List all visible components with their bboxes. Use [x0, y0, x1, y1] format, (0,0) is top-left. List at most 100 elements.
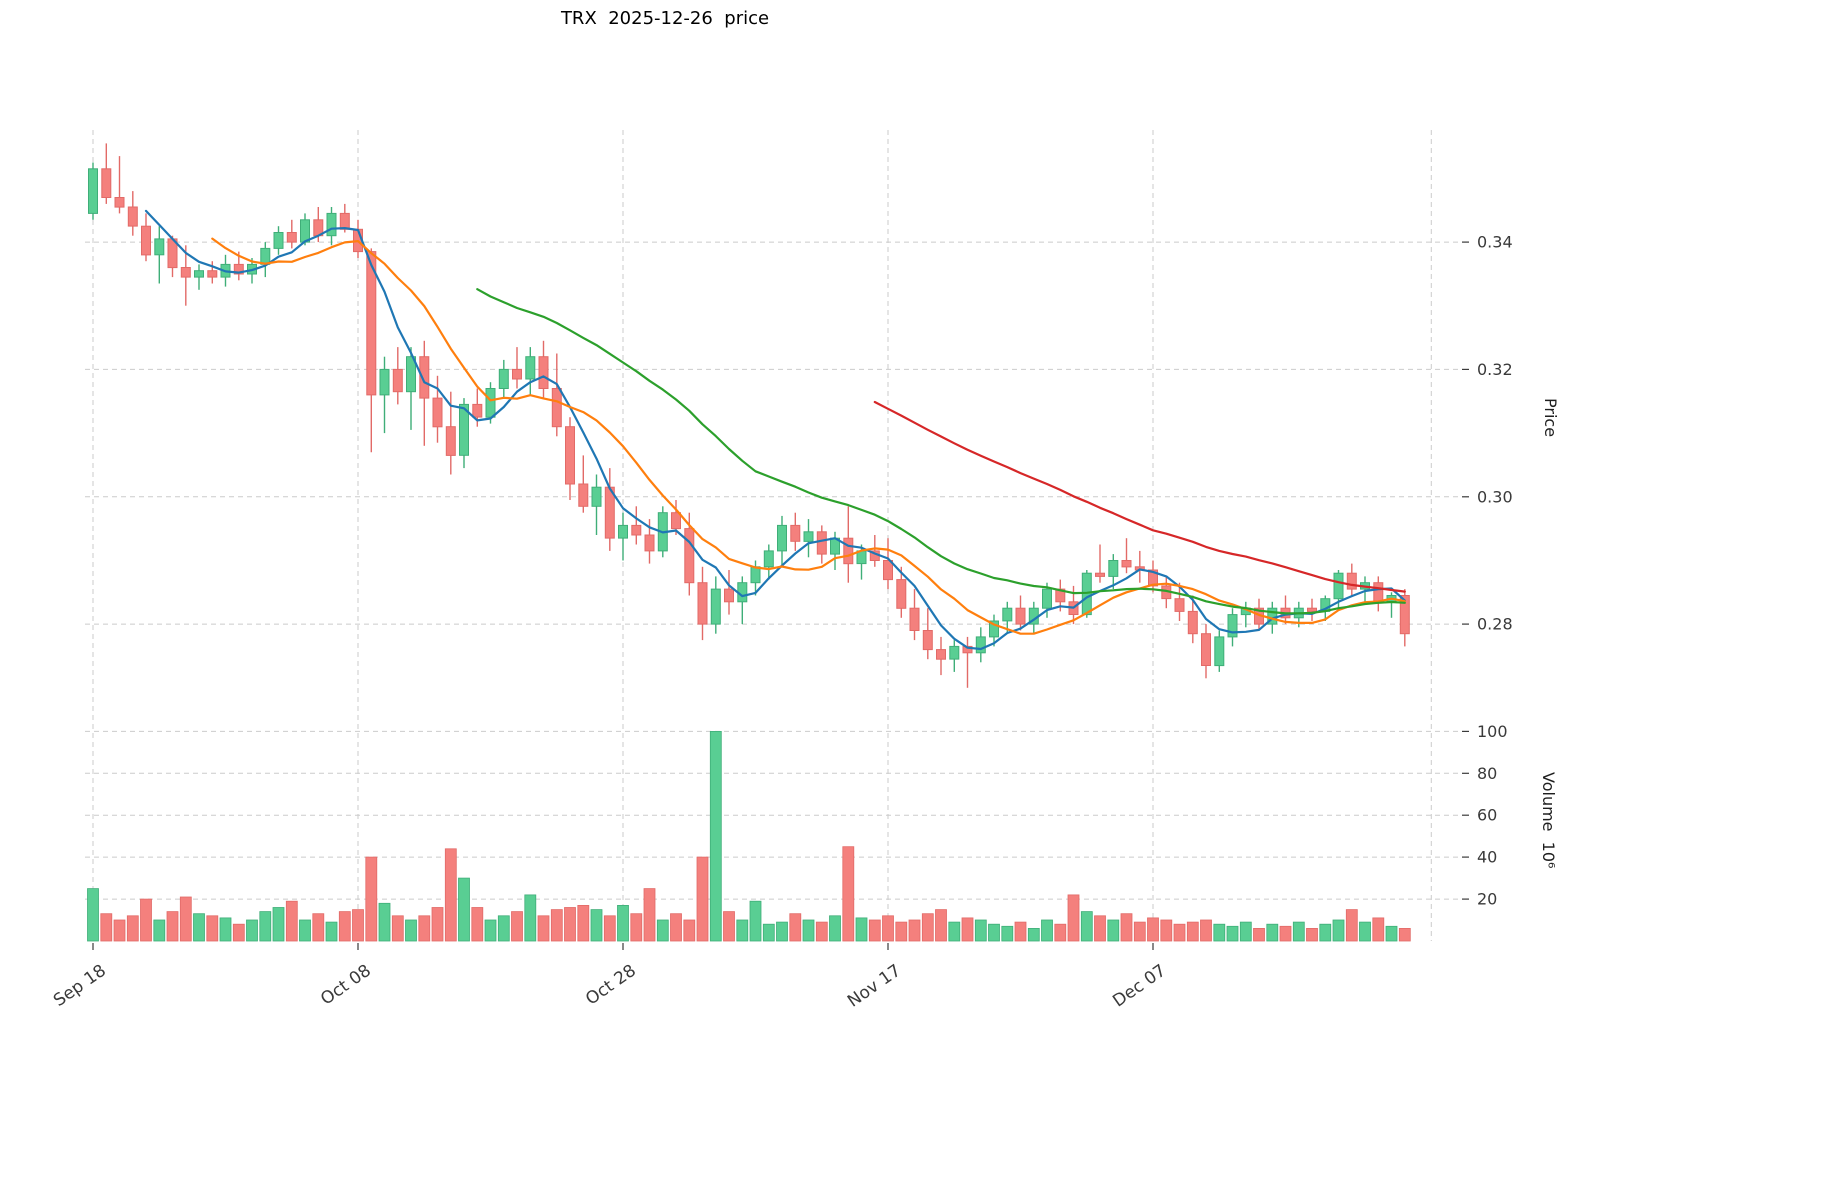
candle-body	[936, 649, 946, 660]
candle-bodies-layer	[88, 168, 1410, 667]
candle-body	[419, 356, 430, 399]
candle-body	[1174, 598, 1185, 612]
price-tick-label: 0.30	[1477, 487, 1513, 506]
volume-bar	[246, 919, 258, 942]
volume-bar	[259, 911, 272, 942]
volume-bar	[802, 919, 815, 942]
volume-bar	[1292, 921, 1305, 942]
volume-bar	[1372, 917, 1385, 942]
candle-body	[154, 238, 165, 256]
volume-bar	[736, 919, 749, 942]
candle-body	[326, 212, 337, 237]
candle-body	[459, 403, 469, 456]
x-tick-label: Sep 18	[50, 961, 110, 1011]
ma-60-line	[873, 400, 1406, 593]
volume-bar	[272, 907, 285, 942]
candle-body	[88, 168, 98, 214]
candle-body	[777, 524, 787, 552]
volume-bar	[1398, 928, 1411, 942]
volume-tick-label: 20	[1477, 890, 1497, 909]
volume-bar	[1001, 925, 1014, 942]
volume-bar	[232, 923, 245, 942]
volume-bar	[961, 917, 974, 942]
candle-body	[803, 531, 814, 542]
volume-bar	[1385, 925, 1398, 942]
candle-body	[684, 528, 695, 584]
candle-body	[392, 368, 403, 393]
volume-bar	[670, 913, 682, 942]
candle-body	[816, 531, 827, 555]
volume-bar	[1041, 919, 1053, 942]
candle-body	[1373, 582, 1384, 603]
volume-bar	[1147, 917, 1159, 942]
volume-bar	[1239, 921, 1252, 942]
candle-body	[883, 560, 893, 581]
candle-body	[671, 512, 681, 530]
volume-bar	[444, 848, 457, 942]
volume-bar	[352, 909, 364, 942]
candle-body	[1121, 560, 1132, 568]
candle-body	[233, 263, 244, 275]
candle-body	[1399, 595, 1410, 635]
volume-bar	[1133, 921, 1146, 942]
volume-bar	[1014, 921, 1027, 942]
volume-bar	[1279, 925, 1292, 942]
volume-bar	[749, 900, 762, 942]
volume-bar	[1080, 911, 1093, 942]
candle-body	[710, 588, 721, 625]
volume-bar	[1226, 925, 1239, 942]
candle-body	[922, 630, 933, 651]
volume-bar	[365, 856, 378, 942]
volume-bar	[1054, 923, 1067, 942]
volume-bar	[723, 911, 735, 942]
candle-body	[1148, 569, 1158, 587]
volume-bar	[166, 911, 179, 942]
volume-bar	[709, 731, 722, 942]
price-axis-label: Price	[1541, 398, 1560, 438]
candle-body	[750, 566, 761, 584]
candle-body	[644, 534, 655, 552]
volume-bar	[1120, 913, 1133, 942]
volume-bar	[1027, 928, 1040, 942]
volume-bar	[206, 915, 219, 942]
volume-bar	[378, 902, 391, 942]
volume-bar	[988, 923, 1000, 942]
candle-body	[618, 524, 628, 539]
candle-body	[141, 225, 151, 256]
volume-bar	[179, 896, 192, 942]
volume-bar	[921, 913, 934, 942]
candle-body	[949, 645, 960, 660]
candle-body	[207, 270, 218, 278]
volume-bar	[418, 915, 431, 942]
volume-bar	[471, 907, 484, 942]
candle-body	[565, 426, 575, 485]
candle-body	[1214, 636, 1225, 667]
volume-bar	[590, 909, 603, 942]
volume-bar	[550, 909, 563, 942]
candle-body	[432, 397, 443, 428]
candle-body	[538, 356, 549, 390]
candle-body	[1002, 607, 1013, 622]
volume-bar	[564, 907, 576, 942]
volume-bar	[1345, 909, 1358, 942]
price-tick-label: 0.28	[1477, 615, 1513, 634]
volume-bar	[113, 919, 126, 942]
volume-bar	[935, 909, 947, 942]
candle-body	[1307, 607, 1317, 612]
volume-bar	[630, 913, 643, 942]
volume-bar	[1332, 919, 1345, 942]
volume-bar	[696, 856, 709, 942]
candle-body	[114, 197, 125, 208]
x-tick-label: Nov 17	[844, 961, 905, 1012]
candle-body	[591, 486, 602, 507]
candle-body	[1333, 572, 1344, 600]
volume-bar	[1173, 923, 1186, 942]
candle-body	[512, 368, 522, 380]
candle-body	[127, 206, 138, 227]
volume-tick-label: 40	[1477, 848, 1497, 867]
volume-bar	[153, 919, 166, 942]
volume-bar	[603, 915, 616, 942]
volume-tick-label: 80	[1477, 764, 1497, 783]
candle-body	[790, 524, 801, 542]
volume-bar	[948, 921, 961, 942]
